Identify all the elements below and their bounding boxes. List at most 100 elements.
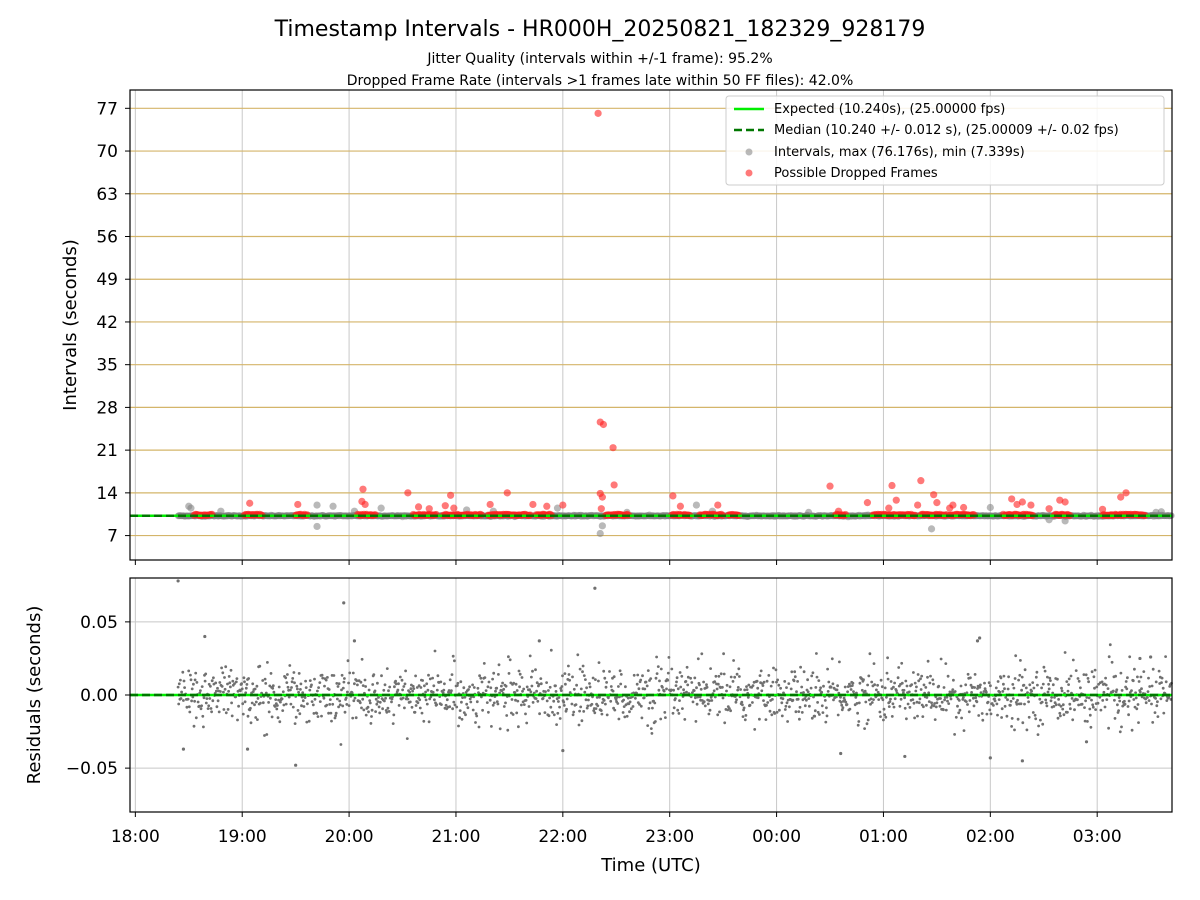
residual-point (507, 655, 510, 659)
residual-point (675, 680, 678, 684)
residual-point (285, 681, 289, 684)
residual-point (194, 671, 198, 675)
dropped-frame-16 (594, 109, 602, 117)
residual-point (183, 686, 187, 689)
interval-outlier-10 (553, 504, 562, 512)
residual-point (1120, 725, 1123, 729)
residual-point (483, 676, 487, 679)
residual-point (715, 687, 719, 691)
residual-point (390, 697, 394, 701)
residual-point (729, 709, 732, 713)
residual-point (571, 675, 574, 679)
residual-point (900, 661, 904, 665)
residual-point (479, 676, 483, 680)
residual-point (254, 716, 258, 719)
residual-point (952, 678, 955, 682)
residual-point (585, 686, 588, 690)
residual-point (364, 685, 367, 688)
residual-point (605, 681, 608, 684)
residual-point (857, 720, 861, 723)
residual-point (271, 684, 275, 688)
residual-point (514, 682, 518, 686)
residual-point (709, 696, 713, 699)
residual-point (1025, 728, 1029, 732)
residual-point (230, 714, 234, 718)
residual-point (1006, 698, 1009, 702)
residual-point (1126, 676, 1129, 680)
residual-point (980, 712, 984, 715)
top-ytick-label-6: 49 (96, 270, 118, 290)
residual-point (336, 685, 340, 688)
residual-point (762, 699, 765, 702)
residual-point (921, 715, 925, 718)
residual-point (1103, 705, 1107, 709)
residual-point (572, 710, 576, 714)
residual-point (823, 699, 827, 702)
residual-point (541, 697, 545, 700)
residual-point (515, 711, 519, 715)
residual-point (964, 700, 968, 703)
residual-point (261, 679, 265, 682)
residual-point (912, 701, 916, 705)
residual-point (988, 708, 992, 712)
residual-point (886, 677, 890, 681)
residual-point (698, 695, 702, 699)
xtick-label-8: 02:00 (966, 827, 1015, 847)
residual-point (435, 703, 439, 706)
residual-point (231, 679, 235, 683)
residual-point (802, 691, 805, 694)
residual-point (751, 684, 755, 687)
residual-point (336, 697, 339, 701)
residual-point (465, 702, 469, 706)
residual-point (384, 696, 387, 700)
interval-outlier-12 (598, 522, 606, 530)
residual-point (590, 702, 594, 706)
residual-point (898, 704, 902, 708)
residual-point (543, 711, 547, 714)
residual-point (951, 688, 955, 691)
residual-point (646, 669, 650, 672)
residual-point (244, 691, 248, 695)
residual-point (366, 705, 370, 709)
residual-point (743, 718, 747, 722)
residual-point (932, 682, 935, 686)
dropped-frame-30 (888, 481, 896, 490)
residual-point (917, 701, 921, 705)
residual-point (654, 676, 658, 680)
residual-point (245, 683, 249, 686)
residual-point (1041, 722, 1045, 726)
residual-point (289, 688, 292, 692)
residual-point (310, 700, 314, 703)
residual-point (210, 679, 214, 683)
residual-point (1047, 682, 1050, 686)
residual-point (863, 727, 866, 730)
residual-point (676, 687, 680, 691)
residual-point (996, 713, 999, 717)
residual-point (1001, 690, 1005, 693)
residual-point (759, 669, 763, 673)
interval-outlier-16 (805, 508, 813, 516)
dropped-frame-1 (294, 500, 302, 509)
residual-point (626, 696, 630, 700)
residual-point (376, 681, 379, 685)
residual-point (922, 683, 926, 687)
residual-point (363, 678, 367, 682)
residual-point (803, 704, 807, 708)
residual-point (1164, 680, 1168, 684)
residual-point (296, 709, 300, 712)
residual-point (327, 711, 330, 715)
residual-point (1101, 699, 1105, 702)
residual-point (719, 672, 723, 676)
residual-point (253, 687, 257, 691)
residual-point (1095, 685, 1099, 689)
residual-point (640, 716, 644, 720)
residual-point (800, 711, 804, 714)
residual-point (284, 676, 288, 680)
residual-point (209, 707, 213, 710)
residual-point (460, 700, 463, 704)
residual-point (1087, 680, 1090, 684)
residual-point (367, 688, 371, 692)
residual-point (686, 683, 690, 687)
residual-point (813, 709, 817, 713)
residual-point (965, 691, 969, 695)
